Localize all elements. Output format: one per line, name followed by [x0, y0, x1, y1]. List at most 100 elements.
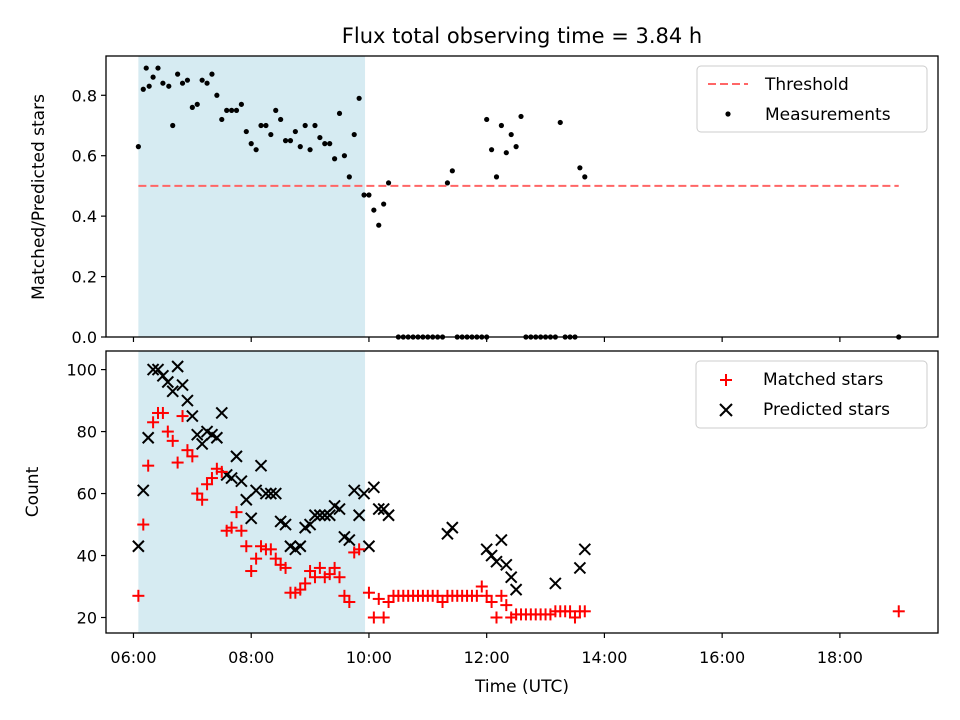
measurement-point: [297, 144, 303, 150]
predicted-star-point: [225, 471, 238, 485]
measurement-point: [341, 153, 348, 159]
matched-star-point: [299, 577, 312, 590]
measurement-point: [189, 104, 195, 110]
predicted-star-point: [505, 571, 518, 584]
measurement-point: [508, 131, 514, 138]
matched-star-point: [480, 589, 493, 602]
predicted-star-point: [141, 431, 155, 444]
matched-star-point: [485, 596, 498, 609]
predicted-star-point: [132, 540, 145, 553]
measurement-point: [317, 134, 323, 141]
matched-star-point: [161, 425, 174, 438]
predicted-star-point: [362, 540, 376, 553]
matched-star-point: [568, 611, 581, 624]
top-x-ticks: [132, 337, 841, 342]
matched-star-point: [201, 478, 214, 491]
top-y-tick-label: 0.0: [72, 328, 97, 347]
predicted-star-point: [308, 509, 322, 522]
predicted-star-point: [264, 487, 278, 500]
measurement-point: [268, 131, 274, 138]
legend-predicted-swatch: [719, 403, 733, 417]
measurement-point: [248, 141, 254, 147]
measurement-point: [184, 77, 191, 83]
predicted-star-point: [249, 484, 263, 497]
measurement-point: [513, 144, 519, 150]
measurement-point: [376, 222, 382, 228]
measurement-point: [219, 116, 225, 123]
matched-star-point: [382, 596, 395, 609]
matched-star-point: [333, 571, 346, 584]
measurement-point: [263, 122, 269, 129]
measurement-point: [361, 192, 367, 198]
matched-star-point: [279, 561, 292, 574]
predicted-star-point: [343, 533, 356, 547]
predicted-star-point: [500, 558, 513, 572]
measurement-point: [327, 141, 333, 147]
predicted-star-point: [259, 487, 273, 500]
measurement-point: [312, 122, 318, 129]
measurement-point: [228, 107, 235, 113]
bottom-y-axis-label: Count: [23, 466, 43, 517]
matched-star-point: [490, 611, 503, 624]
matched-star-point: [176, 410, 189, 423]
measurement-point: [488, 147, 495, 153]
matched-star-point: [142, 459, 155, 472]
legend-matched-label: Matched stars: [763, 370, 883, 390]
predicted-star-point: [210, 431, 224, 444]
matched-star-point: [250, 552, 263, 565]
measurement-point: [273, 107, 279, 113]
predicted-star-point: [372, 502, 385, 516]
measurement-point: [498, 122, 504, 129]
predicted-star-point: [294, 540, 307, 553]
matched-star-point: [191, 487, 204, 500]
measurement-point: [160, 80, 166, 86]
matched-star-point: [225, 521, 238, 534]
predicted-star-point: [490, 555, 503, 568]
top-y-axis-label: Matched/Predicted stars: [29, 94, 49, 300]
measurement-point: [146, 83, 152, 89]
predicted-star-point: [269, 487, 282, 500]
matched-star-point: [436, 596, 449, 609]
measurement-point: [243, 128, 249, 135]
predicted-star-point: [549, 577, 562, 590]
x-tick-label: 10:00: [346, 648, 392, 667]
matched-star-point: [338, 589, 351, 602]
predicted-star-point: [279, 518, 292, 531]
measurement-point: [233, 107, 240, 113]
measurement-point: [346, 174, 352, 180]
matched-star-point: [264, 543, 277, 556]
predicted-star-point: [578, 543, 591, 556]
matched-star-point: [362, 586, 375, 599]
measurement-point: [302, 122, 308, 129]
predicted-star-point: [186, 409, 199, 423]
measurement-point: [503, 150, 509, 156]
measurement-point: [332, 156, 338, 162]
measurement-point: [351, 131, 357, 138]
matched-star-point: [215, 465, 228, 478]
measurement-point: [336, 110, 343, 117]
matched-star-point: [147, 416, 160, 429]
bottom-legend-frame: [695, 360, 928, 429]
measurement-point: [199, 77, 205, 83]
matched-star-point: [235, 524, 248, 537]
top-chart-title: Flux total observing time = 3.84 h: [342, 24, 702, 48]
predicted-star-point: [137, 484, 150, 497]
predicted-star-point: [166, 385, 179, 398]
predicted-star-point: [446, 521, 459, 534]
top-y-tick-label: 0.2: [72, 268, 97, 287]
predicted-star-point: [254, 459, 268, 472]
measurement-point: [238, 101, 244, 107]
predicted-stars-points: [132, 360, 591, 596]
measurement-point: [449, 168, 455, 174]
measurement-point: [140, 86, 146, 92]
predicted-star-point: [573, 561, 587, 575]
predicted-star-point: [191, 428, 204, 441]
x-tick-label: 14:00: [581, 648, 627, 667]
matched-star-point: [205, 472, 218, 485]
measurement-point: [322, 141, 328, 147]
matched-star-point: [186, 450, 199, 463]
predicted-star-point: [348, 484, 361, 497]
bottom-axes-frame: [105, 350, 939, 634]
legend-matched-swatch: [720, 374, 732, 386]
matched-star-point: [323, 568, 336, 581]
